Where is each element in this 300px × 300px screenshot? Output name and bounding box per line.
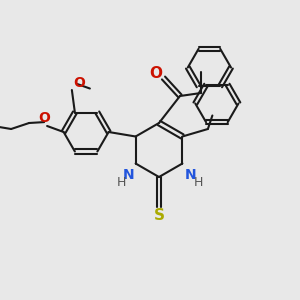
Text: S: S — [154, 208, 164, 224]
Text: H: H — [116, 176, 126, 189]
Text: N: N — [185, 168, 196, 182]
Text: O: O — [38, 112, 50, 125]
Text: H: H — [193, 176, 203, 189]
Text: O: O — [74, 76, 85, 90]
Text: O: O — [149, 66, 163, 81]
Text: N: N — [122, 168, 134, 182]
